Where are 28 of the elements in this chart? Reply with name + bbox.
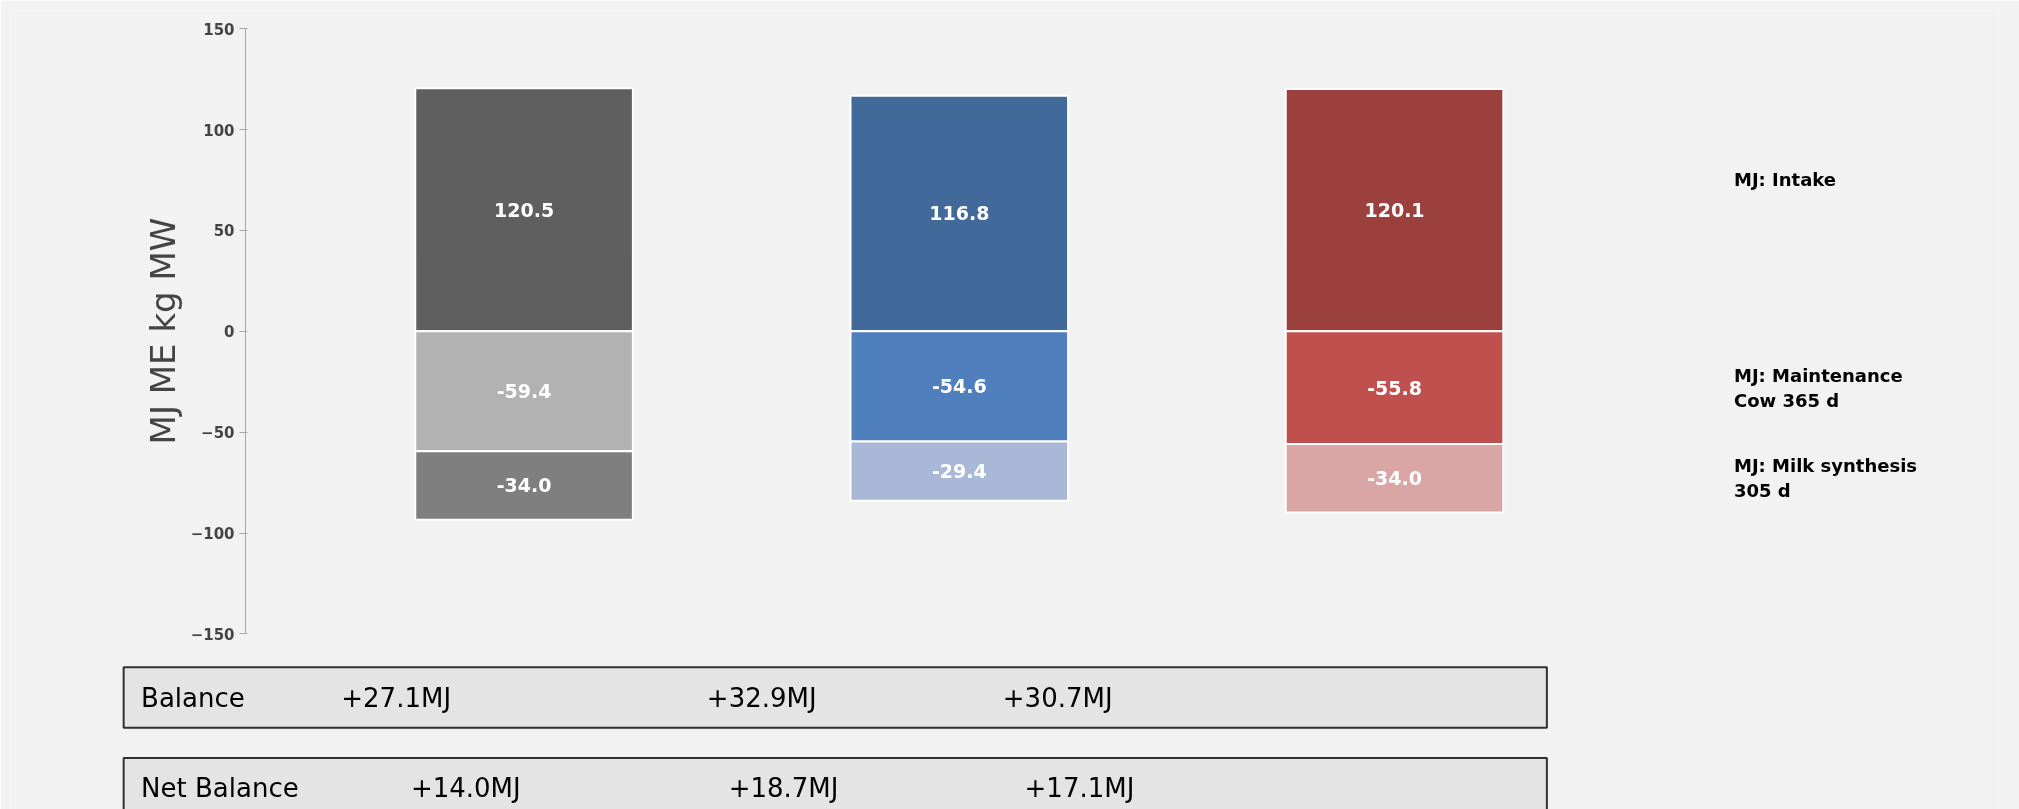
text: +30.7MJ xyxy=(1002,682,1113,713)
text: +14.0MJ xyxy=(410,773,521,804)
y-tick-label: 100 xyxy=(203,121,235,140)
data-label: -59.4 xyxy=(496,380,552,403)
data-label: -34.0 xyxy=(496,474,552,497)
text: MJ: Intake xyxy=(1734,169,1837,191)
data-label: 120.1 xyxy=(1364,199,1425,222)
text: Net Balance xyxy=(141,773,299,804)
y-tick-label: −100 xyxy=(190,525,235,544)
data-label: -55.8 xyxy=(1367,376,1422,399)
text: MJ: Milk synthesis 305 d xyxy=(1734,455,1918,502)
data-label: -34.0 xyxy=(1367,467,1422,490)
data-label: 116.8 xyxy=(929,202,990,225)
text: MJ: Maintenance Cow 365 d xyxy=(1734,364,1903,411)
text: +18.7MJ xyxy=(728,773,839,804)
y-tick-label: 150 xyxy=(203,20,235,39)
text: Balance xyxy=(141,682,245,713)
y-axis-title: MJ ME kg MW xyxy=(142,217,183,445)
data-label: 120.5 xyxy=(494,198,555,221)
y-tick-label: −50 xyxy=(201,424,235,443)
y-tick-label: −150 xyxy=(190,625,235,644)
text: +32.9MJ xyxy=(706,682,817,713)
text: +27.1MJ xyxy=(341,682,452,713)
y-tick-label: 50 xyxy=(213,222,235,241)
text: +17.1MJ xyxy=(1024,773,1135,804)
data-label: -29.4 xyxy=(931,460,987,483)
data-label: -54.6 xyxy=(931,375,987,398)
y-tick-label: 0 xyxy=(224,323,235,342)
